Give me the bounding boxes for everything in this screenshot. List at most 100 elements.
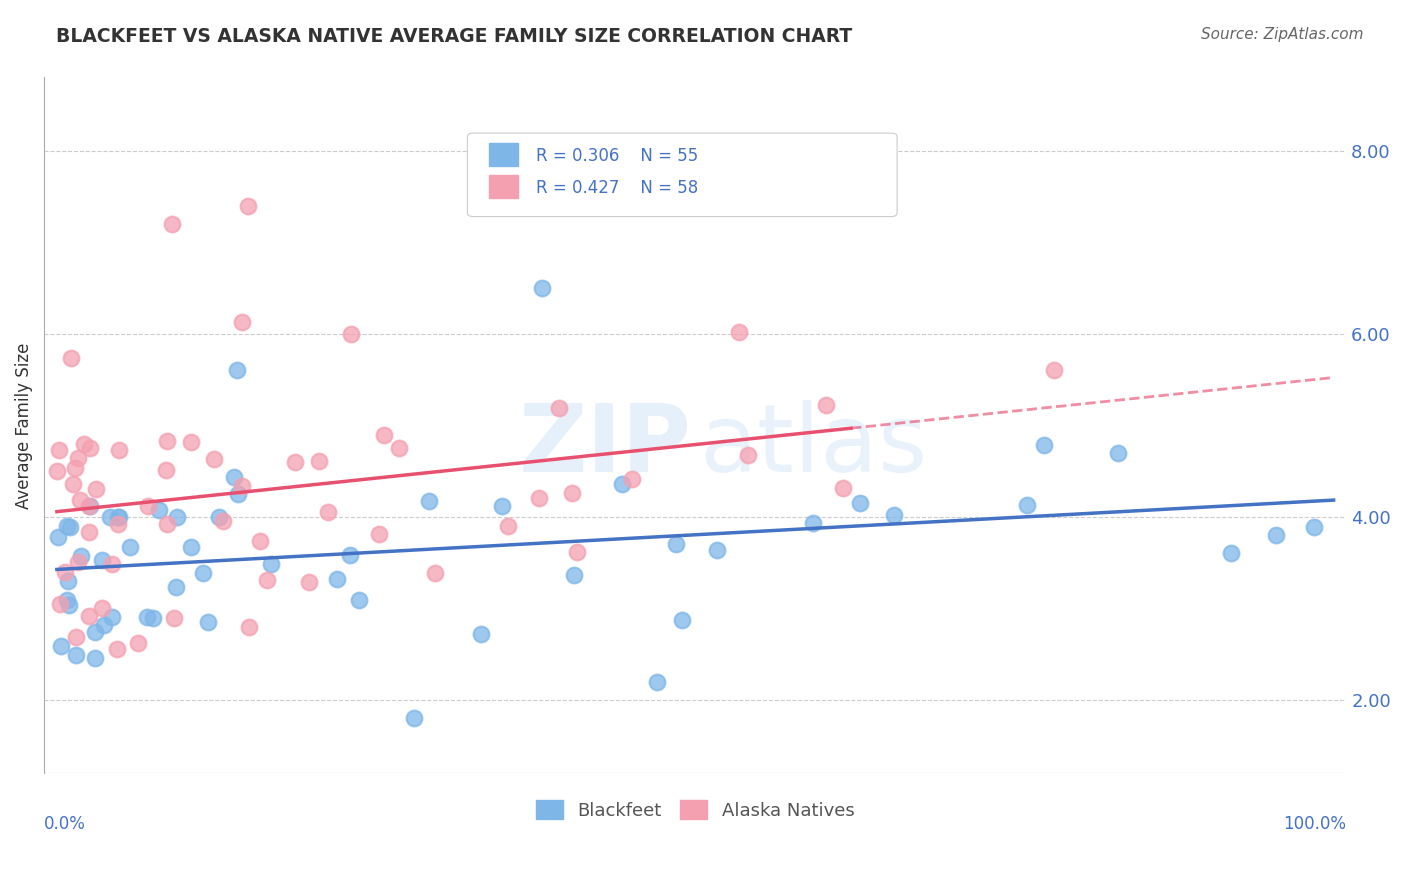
Point [49, 639, 72, 653]
Point [90, 600, 112, 615]
Bar [489, 175, 519, 198]
Point [101, 557, 124, 571]
Point [63, 461, 86, 475]
Point [208, 510, 231, 524]
Point [107, 517, 129, 532]
Point [156, 517, 179, 532]
Text: Source: ZipAtlas.com: Source: ZipAtlas.com [1201, 27, 1364, 42]
Text: 100.0%: 100.0% [1284, 815, 1347, 833]
Point [105, 641, 128, 656]
Point [160, 217, 183, 231]
Point [621, 472, 644, 486]
Point [231, 315, 253, 329]
Point [155, 434, 177, 448]
Point [562, 568, 585, 582]
Point [1220, 546, 1243, 560]
Point [58, 598, 80, 612]
Point [1043, 363, 1066, 377]
Point [118, 541, 141, 555]
Point [69, 493, 91, 508]
Point [66, 450, 89, 465]
Point [470, 627, 492, 641]
Point [69, 549, 91, 564]
Point [260, 557, 283, 571]
Y-axis label: Average Family Size: Average Family Size [15, 343, 32, 508]
Point [155, 463, 177, 477]
Point [166, 510, 188, 524]
Point [1033, 437, 1056, 451]
Point [84, 483, 107, 497]
Text: atlas: atlas [699, 401, 928, 492]
Point [498, 518, 520, 533]
Point [347, 593, 370, 607]
Text: ZIP: ZIP [519, 401, 692, 492]
Point [418, 493, 440, 508]
Point [166, 581, 188, 595]
Text: BLACKFEET VS ALASKA NATIVE AVERAGE FAMILY SIZE CORRELATION CHART: BLACKFEET VS ALASKA NATIVE AVERAGE FAMIL… [56, 27, 852, 45]
Point [60, 351, 83, 365]
Point [59, 519, 82, 533]
Text: R = 0.427    N = 58: R = 0.427 N = 58 [536, 179, 699, 197]
Point [46, 530, 69, 544]
Point [883, 508, 905, 522]
Point [832, 481, 855, 495]
Point [339, 326, 361, 341]
Point [645, 674, 668, 689]
Point [226, 363, 249, 377]
Point [527, 491, 550, 506]
Point [67, 555, 90, 569]
Point [107, 510, 129, 524]
Point [373, 428, 395, 442]
Point [531, 281, 554, 295]
Point [77, 609, 100, 624]
Point [46, 464, 69, 478]
Point [339, 548, 361, 562]
Point [284, 454, 307, 468]
Point [101, 610, 124, 624]
Text: R = 0.306    N = 55: R = 0.306 N = 55 [536, 147, 699, 165]
Point [368, 526, 391, 541]
Point [1017, 498, 1039, 512]
Point [193, 566, 215, 580]
Point [308, 454, 330, 468]
Point [49, 598, 72, 612]
Legend: Blackfeet, Alaska Natives: Blackfeet, Alaska Natives [529, 793, 862, 827]
Point [84, 651, 107, 665]
Point [814, 398, 837, 412]
Point [79, 441, 101, 455]
Point [565, 545, 588, 559]
Point [316, 505, 339, 519]
Point [180, 540, 202, 554]
Point [197, 615, 219, 629]
Point [107, 509, 129, 524]
Point [65, 648, 87, 662]
Point [127, 636, 149, 650]
Point [706, 543, 728, 558]
Point [238, 198, 260, 212]
Text: 0.0%: 0.0% [44, 815, 86, 833]
Point [610, 476, 633, 491]
Point [548, 401, 571, 415]
Point [138, 499, 160, 513]
Point [72, 437, 94, 451]
Point [561, 486, 583, 500]
Point [491, 500, 513, 514]
Point [737, 448, 759, 462]
Point [226, 487, 249, 501]
Point [48, 442, 70, 457]
Point [404, 711, 426, 725]
Point [423, 566, 446, 580]
Point [84, 625, 107, 640]
Point [249, 534, 271, 549]
Point [56, 593, 79, 607]
Point [1107, 446, 1129, 460]
Point [77, 524, 100, 539]
Point [298, 574, 321, 589]
Point [93, 618, 115, 632]
Point [204, 452, 226, 467]
Point [148, 503, 170, 517]
Point [79, 499, 101, 513]
Point [256, 573, 278, 587]
Bar [489, 143, 519, 166]
Point [671, 613, 693, 627]
